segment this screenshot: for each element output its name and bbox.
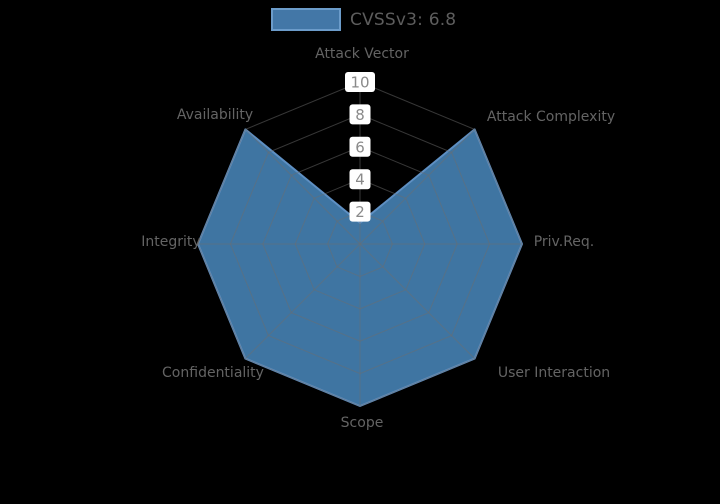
- axis-label-priv-req: Priv.Req.: [534, 234, 595, 250]
- legend: CVSSv3: 6.8: [271, 8, 456, 31]
- tick-box: [349, 169, 371, 190]
- axis-label-availability: Availability: [177, 107, 253, 123]
- axis-label-attack-vector: Attack Vector: [315, 46, 409, 62]
- tick-label: 4: [355, 171, 365, 189]
- tick-label: 10: [350, 74, 369, 92]
- tick-box: [349, 201, 371, 222]
- tick-label: 8: [355, 106, 365, 124]
- tick-box: [349, 136, 371, 157]
- grid-spoke: [245, 129, 361, 245]
- legend-label: CVSSv3: 6.8: [350, 9, 457, 30]
- legend-swatch: [271, 8, 341, 31]
- grid-spoke: [359, 129, 475, 245]
- axis-label-confidentiality: Confidentiality: [162, 365, 264, 381]
- tick-box: [345, 72, 375, 92]
- axis-label-attack-complexity: Attack Complexity: [487, 109, 615, 125]
- tick-label: 2: [355, 203, 365, 221]
- axis-label-user-interaction: User Interaction: [498, 365, 610, 381]
- grid-spoke: [359, 243, 475, 359]
- axis-label-integrity: Integrity: [141, 234, 200, 250]
- tick-box: [349, 104, 371, 125]
- tick-label: 6: [355, 138, 365, 156]
- grid-spoke: [245, 243, 361, 359]
- axis-label-scope: Scope: [341, 415, 384, 431]
